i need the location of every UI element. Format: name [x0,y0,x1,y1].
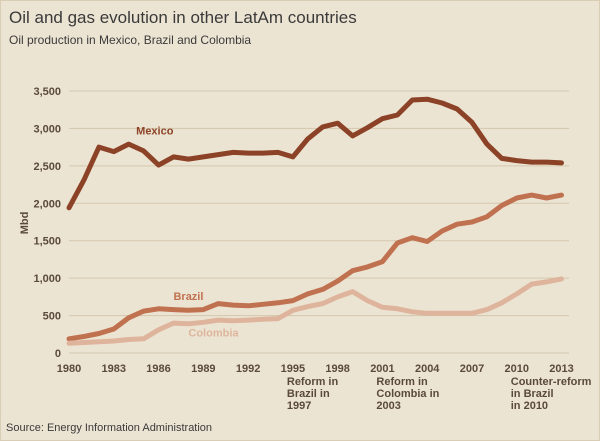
chart-title: Oil and gas evolution in other LatAm cou… [9,8,357,27]
x-tick-label: 2013 [549,363,573,375]
annotation-line: Reform in [376,376,428,388]
series-lines [66,96,564,346]
annotation-line: in Brazil [511,388,554,400]
y-tick-label: 0 [55,348,61,360]
series-labels: Mexico Brazil Colombia [136,125,239,339]
series-label-brazil: Brazil [173,291,203,303]
series-label-mexico: Mexico [136,125,174,137]
annotation-line: Colombia in [376,388,439,400]
y-axis-label: Mbd [19,212,31,235]
x-tick-label: 2004 [415,363,440,375]
annotation-line: Counter-reform [511,376,592,388]
x-tick-label: 1995 [281,363,305,375]
x-tick-label: 2001 [370,363,394,375]
y-tick-label: 2,000 [33,198,61,210]
x-tick-label: 1983 [102,363,126,375]
series-line-brazil [66,192,564,342]
x-tick-label: 1980 [57,363,81,375]
series-label-colombia: Colombia [188,328,239,340]
annotation-line: 2003 [376,400,400,412]
y-tick-label: 3,000 [33,123,61,135]
y-axis-ticks: 0 500 1,000 1,500 2,000 2,500 3,000 3,500 [33,86,61,360]
x-tick-label: 1992 [236,363,260,375]
x-tick-label: 1989 [191,363,215,375]
annotation-line: Brazil in [287,388,330,400]
x-tick-label: 1998 [325,363,349,375]
y-tick-label: 500 [43,311,61,323]
series-line-colombia [66,276,564,346]
annotation-line: in 2010 [511,400,548,412]
series-line-mexico [66,96,564,211]
x-tick-label: 1986 [146,363,170,375]
chart-subtitle: Oil production in Mexico, Brazil and Col… [9,33,252,47]
annotation-line: Reform in [287,376,339,388]
x-axis-ticks: 1980 1983 1986 1989 1992 1995 1998 2001 2004 2007… [57,363,574,375]
y-tick-label: 3,500 [33,86,61,98]
y-tick-label: 1,500 [33,236,61,248]
annotation-line: 1997 [287,400,311,412]
x-tick-label: 2007 [460,363,484,375]
source-note: Source: Energy Information Administratio… [6,422,213,434]
y-tick-label: 2,500 [33,161,61,173]
y-tick-label: 1,000 [33,273,61,285]
x-tick-label: 2010 [505,363,529,375]
